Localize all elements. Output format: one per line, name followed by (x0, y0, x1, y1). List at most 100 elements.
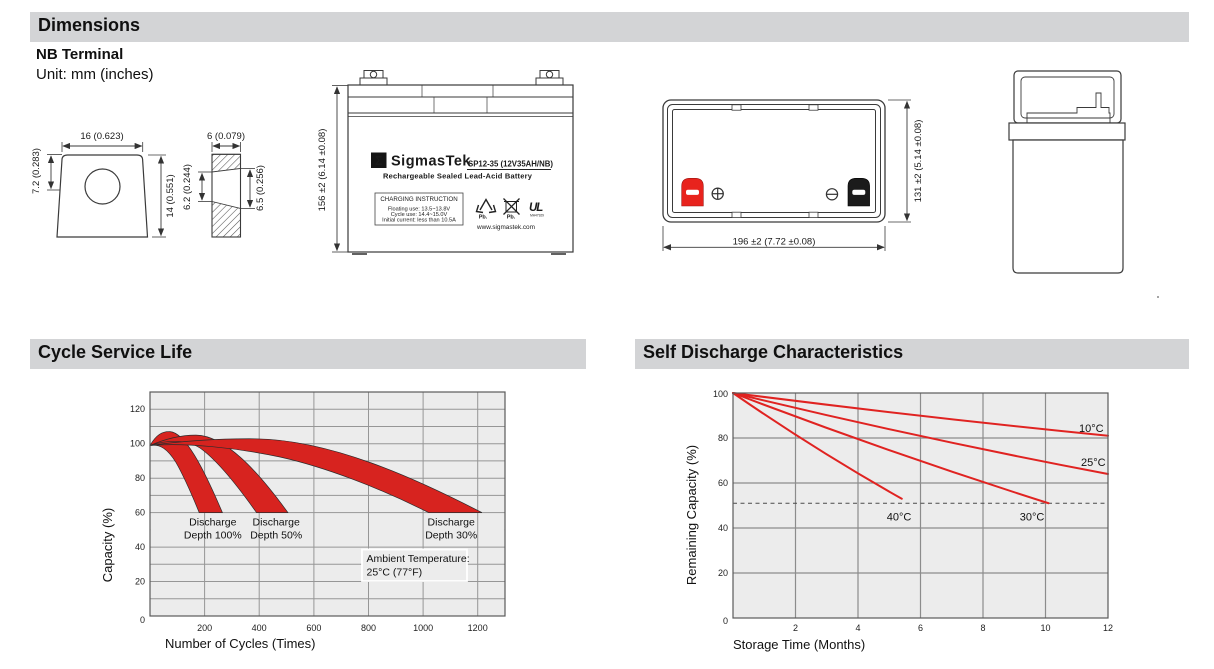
svg-text:60: 60 (135, 508, 145, 518)
battery-type-line: Rechargeable Sealed Lead-Acid Battery (383, 172, 533, 181)
label-25c: 25°C (1081, 457, 1106, 469)
sd-y-tick-labels: 100 80 60 40 20 0 (713, 389, 728, 626)
svg-text:60: 60 (718, 478, 728, 488)
front-terminal-right (535, 70, 564, 86)
cycle-y-axis-title: Capacity (%) (100, 508, 115, 582)
self-discharge-curves (732, 392, 1109, 505)
svg-text:0: 0 (723, 616, 728, 626)
svg-text:1200: 1200 (468, 623, 488, 633)
dimension-drawings: 16 (0.623) 7.2 (0.283) 14 (0.551) 6 (0.0… (31, 70, 1159, 298)
negative-polarity-icon (825, 188, 839, 201)
recycle-pb-text: Pb. (479, 215, 488, 221)
ambient-temp-line1: Ambient Temperature: (367, 553, 470, 565)
crossed-bin-pb-icon (503, 198, 520, 215)
annotation-stripe (150, 513, 505, 542)
sigma-logo-icon (371, 152, 387, 168)
svg-text:40: 40 (135, 542, 145, 552)
svg-text:20: 20 (718, 568, 728, 578)
terminal-side-thickness-dim: 6 (0.079) (207, 131, 245, 142)
sd-v-gridlines (794, 393, 1047, 618)
self-discharge-title: Self Discharge Characteristics (643, 342, 904, 362)
ambient-temperature-box (361, 548, 468, 582)
positive-polarity-icon (711, 187, 724, 200)
svg-text:10: 10 (1040, 623, 1050, 633)
charging-title: CHARGING INSTRUCTION (380, 196, 457, 203)
battery-depth-dim: 131 ±2 (5.14 ±0.08) (913, 120, 924, 203)
band-depth-30 (149, 438, 483, 513)
cycle-life-title: Cycle Service Life (38, 342, 193, 362)
battery-side-view (1008, 70, 1126, 274)
svg-text:40: 40 (718, 523, 728, 533)
sigma-logo-glyph: Σ (375, 154, 383, 168)
stray-period-dot (1157, 296, 1159, 298)
sd-y-axis-title: Remaining Capacity (%) (684, 445, 699, 585)
svg-text:400: 400 (252, 623, 267, 633)
charging-line-1: Floating use: 13.5~13.8V (388, 207, 451, 213)
svg-text:100: 100 (130, 439, 145, 449)
ul-code: MH47929 (530, 214, 544, 218)
terminal-side-view (198, 142, 255, 238)
self-discharge-chart: 10°C 25°C 30°C 40°C 100 80 60 40 20 0 2 … (684, 389, 1113, 652)
svg-text:12: 12 (1103, 623, 1113, 633)
dimensions-title: Dimensions (38, 15, 141, 35)
svg-text:200: 200 (197, 623, 212, 633)
band-depth-100 (149, 431, 223, 513)
curve-30c (732, 392, 1050, 505)
terminal-front-height-dim: 14 (0.551) (165, 174, 176, 217)
charging-line-3: Initial current: less than 10.5A (382, 218, 456, 224)
model-number: SP12-35 (12V35AH/NB) (468, 160, 553, 169)
discharge-depth-bands (149, 431, 483, 513)
svg-text:80: 80 (135, 473, 145, 483)
band-label-30-line1: Discharge (428, 517, 475, 529)
unit-note: Unit: mm (inches) (36, 66, 154, 83)
svg-text:6: 6 (918, 623, 923, 633)
brand-name: SigmasTek (391, 154, 471, 170)
band-label-100-line2: Depth 100% (184, 530, 242, 542)
website-text: www.sigmastek.com (476, 224, 535, 231)
battery-top-view (662, 99, 911, 251)
svg-text:800: 800 (361, 623, 376, 633)
svg-text:20: 20 (135, 577, 145, 587)
dimensions-section-header: Dimensions (30, 12, 1189, 42)
curve-10c (732, 392, 1109, 437)
sd-x-axis-title: Storage Time (Months) (733, 637, 865, 652)
band-label-100-line1: Discharge (189, 517, 236, 529)
svg-text:8: 8 (980, 623, 985, 633)
label-10c: 10°C (1079, 423, 1104, 435)
sd-plot-frame (732, 392, 1109, 619)
svg-text:100: 100 (713, 389, 728, 399)
ul-mark-icon: UL (529, 202, 543, 214)
battery-height-dim: 156 ±2 (6.14 ±0.08) (317, 129, 328, 212)
cycle-x-tick-labels: 200 400 600 800 1000 1200 (197, 623, 488, 633)
self-discharge-section-header: Self Discharge Characteristics (635, 339, 1189, 369)
cycle-y-tick-labels: 120 100 80 60 40 20 0 (130, 404, 145, 625)
terminal-side-right-dim: 6.5 (0.256) (255, 165, 266, 211)
charging-instruction-box (374, 192, 464, 226)
ambient-temp-line2: 25°C (77°F) (367, 567, 423, 579)
svg-text:80: 80 (718, 433, 728, 443)
battery-front-view (332, 70, 574, 255)
svg-text:1000: 1000 (413, 623, 433, 633)
band-label-50-line1: Discharge (253, 517, 300, 529)
terminal-hole (84, 168, 121, 205)
label-30c: 30°C (1020, 512, 1045, 524)
terminal-side-left-dim: 6.2 (0.244) (182, 164, 193, 210)
cycle-x-axis-title: Number of Cycles (Times) (165, 636, 315, 651)
svg-text:0: 0 (140, 615, 145, 625)
band-label-30-line2: Depth 30% (425, 530, 477, 542)
terminal-front-partial-height-dim: 7.2 (0.283) (31, 148, 42, 194)
cycle-life-section-header: Cycle Service Life (30, 339, 586, 369)
front-terminal-left (359, 70, 388, 86)
sd-x-tick-labels: 2 4 6 8 10 12 (793, 623, 1113, 633)
terminal-front-width-dim: 16 (0.623) (80, 131, 123, 142)
terminal-front-view (47, 142, 166, 238)
battery-width-dim: 196 ±2 (7.72 ±0.08) (733, 237, 816, 248)
svg-text:120: 120 (130, 404, 145, 414)
svg-text:2: 2 (793, 623, 798, 633)
svg-text:600: 600 (306, 623, 321, 633)
label-40c: 40°C (887, 512, 912, 524)
bin-pb-text: Pb. (507, 215, 516, 221)
cycle-service-life-chart: Discharge Depth 100% Discharge Depth 50%… (100, 391, 506, 651)
recycle-pb-icon (475, 198, 497, 214)
